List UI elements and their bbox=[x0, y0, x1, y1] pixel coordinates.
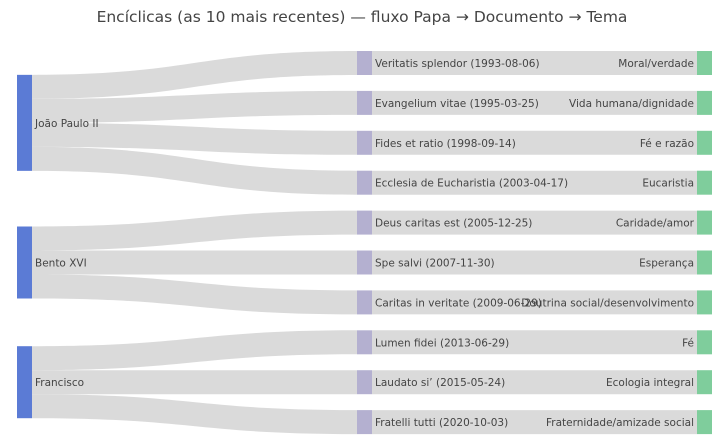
node-theme-fe[interactable] bbox=[697, 330, 712, 355]
link-joao-paulo-ii-fides-et-ratio-1998-09-14 bbox=[32, 122, 357, 155]
label-doc-deus-caritas-est-2005-12-25: Deus caritas est (2005-12-25) bbox=[375, 218, 532, 230]
link-bento-xvi-spe-salvi-2007-11-30 bbox=[32, 250, 357, 275]
node-theme-eucaristia[interactable] bbox=[697, 170, 712, 195]
label-doc-veritatis-splendor-1993-08-06: Veritatis splendor (1993-08-06) bbox=[375, 58, 540, 70]
link-joao-paulo-ii-veritatis-splendor-1993-08-06 bbox=[32, 51, 357, 99]
node-doc-spe-salvi-2007-11-30[interactable] bbox=[357, 250, 372, 275]
link-joao-paulo-ii-ecclesia-de-eucharistia-2003-04-17 bbox=[32, 146, 357, 195]
node-doc-fides-et-ratio-1998-09-14[interactable] bbox=[357, 130, 372, 155]
link-veritatis-splendor-1993-08-06-moral-verdade bbox=[372, 51, 697, 75]
node-theme-fe-e-razao[interactable] bbox=[697, 130, 712, 155]
node-theme-fraternidade-amizade-social[interactable] bbox=[697, 410, 712, 435]
node-doc-fratelli-tutti-2020-10-03[interactable] bbox=[357, 410, 372, 435]
label-pope-francisco: Francisco bbox=[35, 377, 84, 389]
node-theme-caridade-amor[interactable] bbox=[697, 210, 712, 235]
link-bento-xvi-deus-caritas-est-2005-12-25 bbox=[32, 210, 357, 251]
label-doc-fratelli-tutti-2020-10-03: Fratelli tutti (2020-10-03) bbox=[375, 417, 508, 429]
link-caritas-in-veritate-2009-06-29-doutrina-social-desenvolvimento bbox=[372, 290, 697, 315]
node-pope-joao-paulo-ii[interactable] bbox=[17, 74, 32, 171]
link-spe-salvi-2007-11-30-esperanca bbox=[372, 250, 697, 275]
node-theme-ecologia-integral[interactable] bbox=[697, 370, 712, 395]
link-evangelium-vitae-1995-03-25-vida-humana-dignidade bbox=[372, 90, 697, 115]
label-theme-doutrina-social-desenvolvimento: Doutrina social/desenvolvimento bbox=[521, 297, 694, 309]
link-bento-xvi-caritas-in-veritate-2009-06-29 bbox=[32, 274, 357, 315]
label-theme-fe-e-razao: Fé e razão bbox=[640, 138, 694, 150]
label-pope-joao-paulo-ii: João Paulo II bbox=[34, 118, 99, 130]
label-doc-caritas-in-veritate-2009-06-29: Caritas in veritate (2009-06-29) bbox=[375, 297, 542, 309]
label-doc-ecclesia-de-eucharistia-2003-04-17: Ecclesia de Eucharistia (2003-04-17) bbox=[375, 178, 568, 190]
label-theme-eucaristia: Eucaristia bbox=[642, 178, 694, 190]
node-doc-caritas-in-veritate-2009-06-29[interactable] bbox=[357, 290, 372, 315]
node-pope-bento-xvi[interactable] bbox=[17, 226, 32, 299]
node-theme-esperanca[interactable] bbox=[697, 250, 712, 275]
node-doc-ecclesia-de-eucharistia-2003-04-17[interactable] bbox=[357, 170, 372, 195]
link-francisco-laudato-si-2015-05-24 bbox=[32, 370, 357, 395]
node-doc-deus-caritas-est-2005-12-25[interactable] bbox=[357, 210, 372, 235]
link-fides-et-ratio-1998-09-14-fe-e-razao bbox=[372, 130, 697, 155]
link-lumen-fidei-2013-06-29-fe bbox=[372, 330, 697, 355]
label-theme-esperanca: Esperança bbox=[639, 258, 694, 270]
label-doc-spe-salvi-2007-11-30: Spe salvi (2007-11-30) bbox=[375, 258, 495, 270]
link-francisco-lumen-fidei-2013-06-29 bbox=[32, 330, 357, 371]
label-theme-caridade-amor: Caridade/amor bbox=[616, 218, 695, 230]
labels-layer: João Paulo II Bento XVI Francisco Veritatis… bbox=[34, 58, 695, 429]
label-theme-fe: Fé bbox=[682, 337, 694, 349]
nodes-layer bbox=[17, 51, 712, 435]
label-theme-moral-verdade: Moral/verdade bbox=[618, 58, 694, 70]
node-doc-evangelium-vitae-1995-03-25[interactable] bbox=[357, 90, 372, 115]
node-doc-lumen-fidei-2013-06-29[interactable] bbox=[357, 330, 372, 355]
links-layer bbox=[32, 51, 697, 435]
link-fratelli-tutti-2020-10-03-fraternidade-amizade-social bbox=[372, 410, 697, 435]
label-doc-laudato-si-2015-05-24: Laudato si’ (2015-05-24) bbox=[375, 377, 505, 389]
label-pope-bento-xvi: Bento XVI bbox=[35, 258, 87, 270]
node-doc-veritatis-splendor-1993-08-06[interactable] bbox=[357, 51, 372, 75]
link-deus-caritas-est-2005-12-25-caridade-amor bbox=[372, 210, 697, 235]
chart-title: Encíclicas (as 10 mais recentes) — fluxo… bbox=[96, 8, 628, 26]
node-theme-doutrina-social-desenvolvimento[interactable] bbox=[697, 290, 712, 315]
link-joao-paulo-ii-evangelium-vitae-1995-03-25 bbox=[32, 90, 357, 123]
node-theme-moral-verdade[interactable] bbox=[697, 51, 712, 75]
label-theme-vida-humana-dignidade: Vida humana/dignidade bbox=[569, 98, 694, 110]
label-doc-evangelium-vitae-1995-03-25: Evangelium vitae (1995-03-25) bbox=[375, 98, 539, 110]
node-pope-francisco[interactable] bbox=[17, 346, 32, 419]
link-laudato-si-2015-05-24-ecologia-integral bbox=[372, 370, 697, 395]
node-theme-vida-humana-dignidade[interactable] bbox=[697, 90, 712, 115]
node-doc-laudato-si-2015-05-24[interactable] bbox=[357, 370, 372, 395]
link-ecclesia-de-eucharistia-2003-04-17-eucaristia bbox=[372, 170, 697, 195]
label-doc-lumen-fidei-2013-06-29: Lumen fidei (2013-06-29) bbox=[375, 337, 509, 349]
label-theme-ecologia-integral: Ecologia integral bbox=[606, 377, 694, 389]
link-francisco-fratelli-tutti-2020-10-03 bbox=[32, 394, 357, 435]
label-theme-fraternidade-amizade-social: Fraternidade/amizade social bbox=[546, 417, 694, 429]
label-doc-fides-et-ratio-1998-09-14: Fides et ratio (1998-09-14) bbox=[375, 138, 516, 150]
